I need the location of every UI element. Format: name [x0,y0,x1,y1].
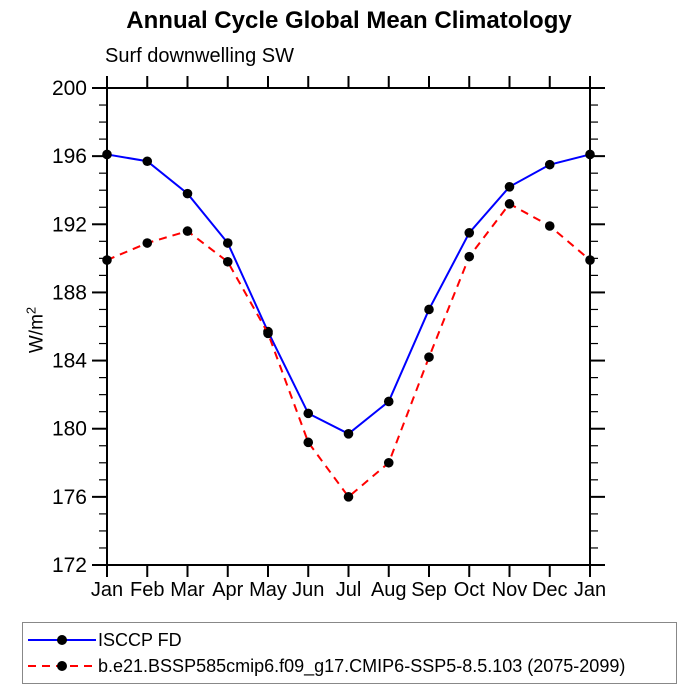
x-tick-label: Jan [574,579,606,601]
x-tick-label: Apr [212,579,243,601]
x-tick-label: Jun [292,579,324,601]
legend-box: ISCCP FD b.e21.BSSP585cmip6.f09_g17.CMIP… [22,622,677,684]
data-point-marker [102,255,112,265]
data-point-marker [343,492,354,502]
data-point-marker [383,457,394,468]
data-point-marker [585,255,595,265]
chart-title: Annual Cycle Global Mean Climatology [126,7,572,34]
x-tick-label: Dec [532,579,568,601]
legend-line-sample-solid [28,635,96,645]
y-tick-label: 200 [52,77,87,100]
x-tick-label: Feb [130,579,164,601]
x-tick-label: Jan [91,579,123,601]
legend-label: ISCCP FD [98,629,182,650]
data-point-marker [182,226,193,236]
data-point-marker [102,149,112,160]
data-point-marker [182,188,193,199]
x-tick-label: May [249,579,287,601]
y-tick-label: 184 [52,350,87,373]
data-point-marker [383,396,394,407]
data-point-marker [544,221,555,231]
legend-marker-dot-icon [57,635,67,645]
data-point-marker [142,156,153,167]
data-point-marker [544,159,555,170]
series-line-1 [106,202,591,499]
data-point-marker [222,238,233,248]
data-point-marker [464,228,475,238]
x-tick-label: Aug [371,579,407,601]
y-tick-label: 192 [52,213,87,236]
chart-subtitle: Surf downwelling SW [105,45,294,67]
y-tick-label: 180 [52,418,87,441]
data-point-marker [343,429,354,439]
legend-item-model: b.e21.BSSP585cmip6.f09_g17.CMIP6-SSP5-8.… [28,653,676,679]
x-tick-label: Jul [336,579,362,601]
y-tick-label: 196 [52,145,87,168]
x-tick-label: Sep [411,579,447,601]
data-point-marker [303,408,314,419]
y-tick-label: 172 [52,554,87,577]
data-point-marker [142,238,153,248]
x-tick-label: Oct [454,579,486,601]
x-tick-label: Mar [170,579,205,601]
data-point-marker [303,437,314,448]
y-tick-label: 176 [52,486,87,509]
data-point-marker [504,199,515,209]
data-point-marker [424,304,434,315]
data-point-marker [263,328,273,339]
x-tick-label: Nov [492,579,528,601]
y-tick-label: 188 [52,281,87,304]
legend-item-isccp: ISCCP FD [28,627,676,653]
legend-line-sample-dashed [28,661,96,671]
series-line-0 [106,153,591,436]
data-point-marker [504,182,515,192]
data-point-marker [585,149,595,160]
data-point-marker [464,251,475,262]
data-point-marker [424,352,434,362]
legend-marker-dot-icon [57,661,67,671]
legend-label: b.e21.BSSP585cmip6.f09_g17.CMIP6-SSP5-8.… [98,655,626,676]
data-point-marker [222,256,233,267]
